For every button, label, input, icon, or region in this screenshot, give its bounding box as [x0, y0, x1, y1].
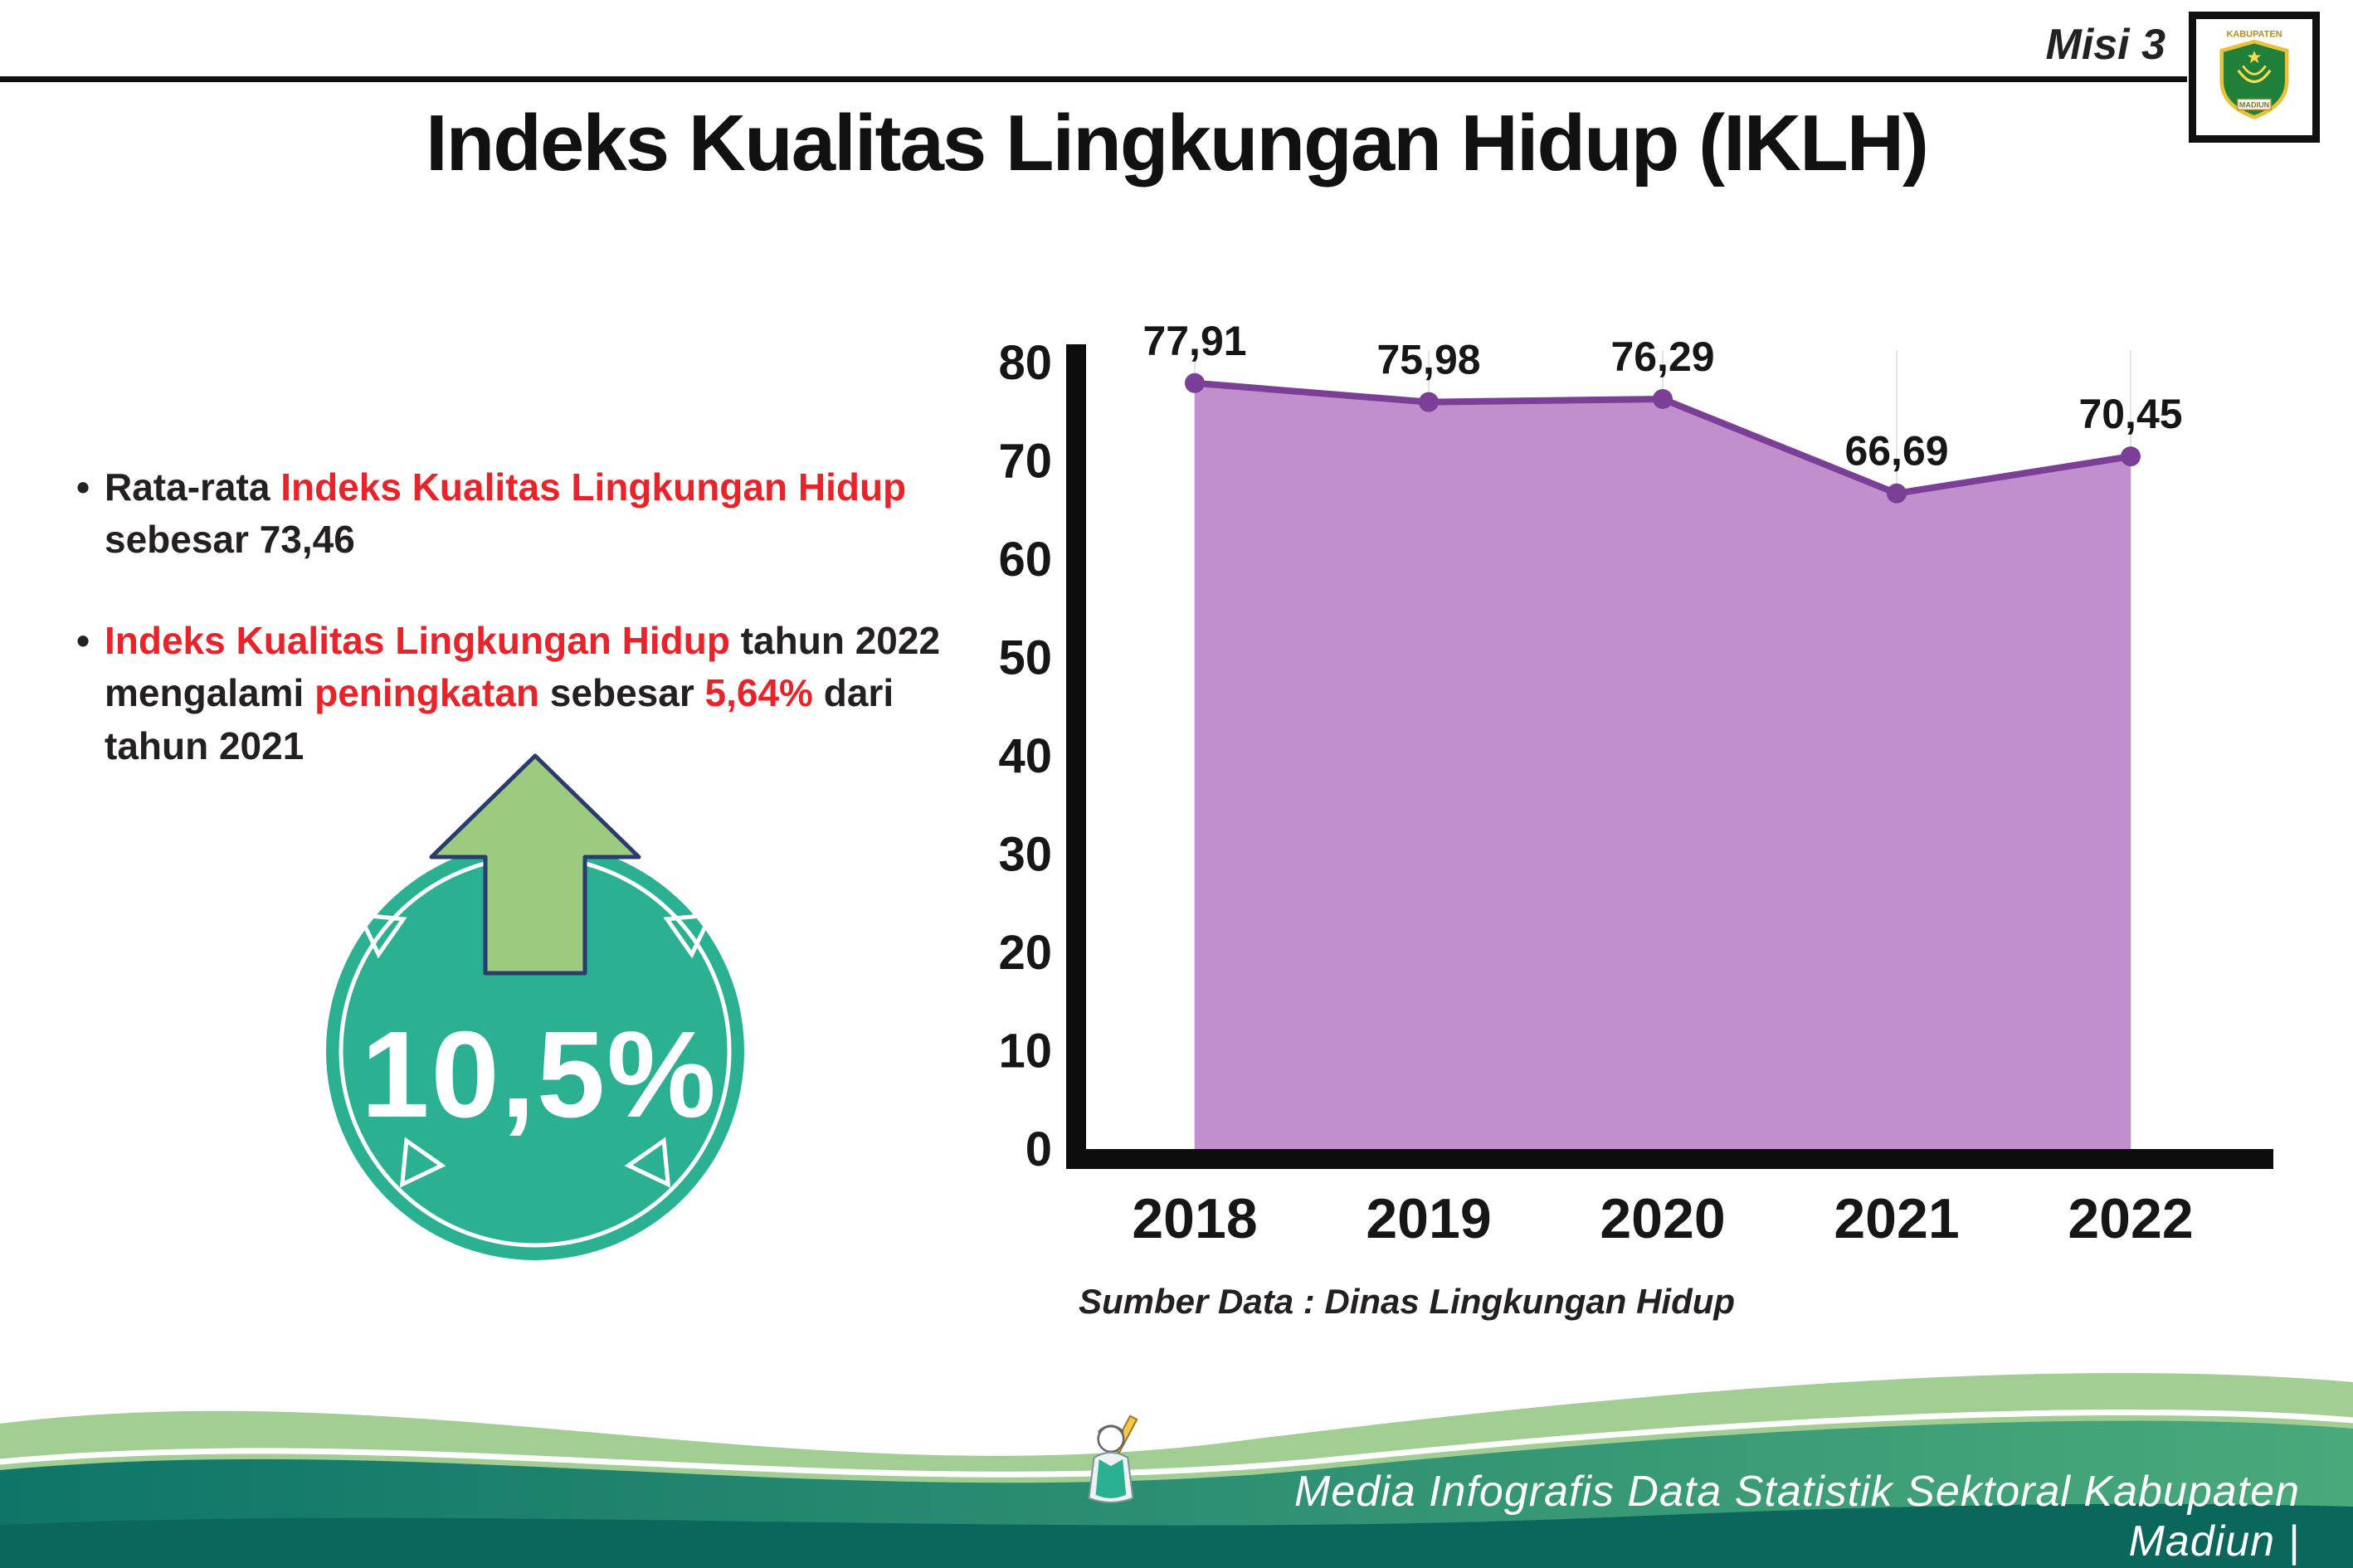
x-tick-label: 2018 — [1132, 1187, 1257, 1250]
top-rule — [0, 76, 2187, 82]
value-label: 75,98 — [1376, 337, 1480, 383]
bullet-text: sebesar — [539, 671, 705, 715]
source-note: Sumber Data : Dinas Lingkungan Hidup — [1079, 1282, 1736, 1321]
y-tick-label: 80 — [998, 336, 1052, 390]
value-label: 66,69 — [1844, 428, 1948, 475]
logo-top-text: KABUPATEN — [2226, 30, 2282, 40]
triangle-icon — [356, 912, 407, 959]
y-tick-label: 10 — [998, 1025, 1052, 1079]
bullet-text: dari tahun 2021 — [105, 671, 894, 767]
triangle-icon — [624, 1137, 671, 1188]
footer-text: Media Infografis Data Statistik Sektoral… — [1294, 1468, 2300, 1566]
data-point — [1653, 388, 1673, 409]
x-tick-label: 2019 — [1366, 1187, 1491, 1250]
up-arrow-icon — [429, 753, 641, 976]
y-tick-label: 70 — [998, 435, 1052, 489]
bullet-marker: • — [76, 465, 90, 509]
value-label: 76,29 — [1610, 334, 1714, 380]
value-labels: 77,91 75,98 76,29 66,69 70,45 — [1142, 318, 2182, 475]
triangle-icon — [663, 912, 714, 959]
iklh-chart: 0 10 20 30 40 50 60 70 80 2018 2019 2020 2021 2022 77,… — [979, 282, 2307, 1352]
highlight-circle-badge: 10,5% — [274, 751, 805, 1303]
footer-white-line — [0, 1410, 2353, 1478]
bullet-item: • Indeks Kualitas Lingkungan Hidup tahun … — [76, 615, 964, 772]
y-tick-label: 60 — [998, 533, 1052, 587]
x-tick-label: 2022 — [2068, 1187, 2193, 1250]
y-tick-label: 50 — [998, 631, 1052, 685]
badge-graphic — [326, 753, 744, 1260]
x-tick-label: 2020 — [1600, 1187, 1725, 1250]
kabupaten-madiun-emblem-icon: KABUPATEN MADIUN — [2219, 30, 2289, 119]
badge-value: 10,5% — [361, 1006, 718, 1143]
y-axis-bar — [1066, 344, 1086, 1169]
data-point — [1419, 392, 1439, 412]
bullet-text: sebesar 73,46 — [105, 518, 355, 562]
misi-label: Misi 3 — [2045, 21, 2166, 69]
footer-wave-graphic — [0, 1372, 2353, 1568]
y-tick-label: 30 — [998, 828, 1052, 882]
highlighted-text: 5,64% — [704, 671, 813, 715]
x-axis-bar — [1066, 1149, 2273, 1169]
mascot-icon — [1088, 1415, 1138, 1503]
y-axis-labels: 0 10 20 30 40 50 60 70 80 — [998, 336, 1052, 1176]
wheat-icon — [2242, 65, 2267, 75]
star-icon — [2247, 51, 2262, 64]
highlighted-text: Indeks Kualitas Lingkungan Hidup — [280, 465, 907, 509]
x-axis-labels: 2018 2019 2020 2021 2022 — [1132, 1187, 2193, 1250]
highlighted-text: peningkatan — [314, 671, 540, 715]
value-label: 77,91 — [1142, 318, 1246, 364]
data-point — [2121, 446, 2141, 467]
triangle-icon — [399, 1137, 446, 1188]
wheat-icon — [2237, 69, 2272, 84]
y-tick-label: 20 — [998, 926, 1052, 980]
kabupaten-madiun-logo: KABUPATEN MADIUN — [2189, 12, 2320, 143]
bullet-text: Rata-rata — [105, 465, 281, 509]
bullet-item: • Rata-rata Indeks Kualitas Lingkungan Hi… — [76, 461, 964, 567]
data-point — [1887, 483, 1907, 504]
logo-banner — [2237, 98, 2272, 110]
y-tick-label: 40 — [998, 729, 1052, 783]
decorative-triangles — [356, 912, 714, 1188]
data-point — [1185, 373, 1205, 393]
highlighted-text: Indeks Kualitas Lingkungan Hidup — [105, 618, 730, 662]
mascot-head — [1097, 1425, 1125, 1454]
iklh-area-chart: 0 10 20 30 40 50 60 70 80 2018 2019 2020 2021 2022 77,… — [998, 318, 2273, 1250]
shield-icon — [2219, 39, 2289, 119]
page-title: Indeks Kualitas Lingkungan Hidup (IKLH) — [425, 99, 1929, 187]
mascot-vest — [1095, 1458, 1127, 1498]
bullet-marker: • — [76, 618, 90, 662]
footer-wave: Media Infografis Data Statistik Sektoral… — [0, 1344, 2353, 1568]
chart-points — [1185, 373, 2141, 504]
chart-area-fill — [1195, 382, 2131, 1150]
x-tick-label: 2021 — [1834, 1187, 1959, 1250]
footer-dark-wave — [0, 1503, 2353, 1568]
value-label: 70,45 — [2078, 391, 2182, 437]
logo-bottom-text: MADIUN — [2239, 101, 2270, 110]
bullet-text: tahun 2022 mengalami — [105, 618, 941, 715]
y-tick-label: 0 — [1025, 1122, 1052, 1176]
bullet-list: • Rata-rata Indeks Kualitas Lingkungan Hi… — [76, 461, 964, 821]
